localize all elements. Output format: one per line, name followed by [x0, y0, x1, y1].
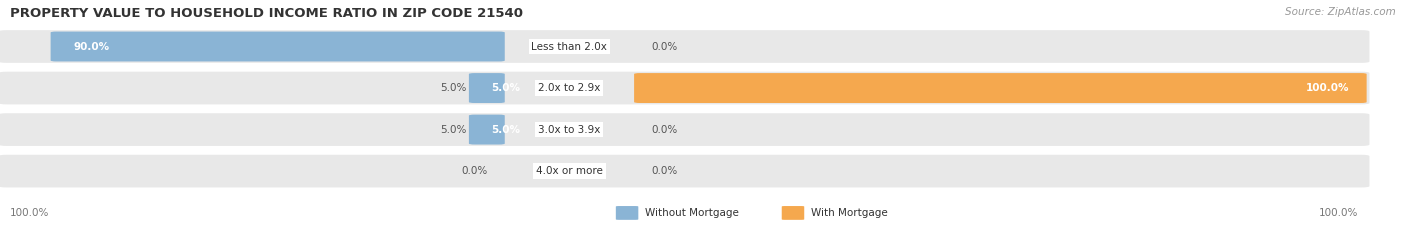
Text: 100.0%: 100.0% — [10, 208, 49, 218]
FancyBboxPatch shape — [0, 155, 1369, 187]
Text: With Mortgage: With Mortgage — [811, 208, 889, 218]
Text: 5.0%: 5.0% — [492, 124, 520, 135]
Text: 0.0%: 0.0% — [651, 166, 678, 176]
FancyBboxPatch shape — [0, 30, 1369, 63]
Text: 0.0%: 0.0% — [651, 41, 678, 51]
FancyBboxPatch shape — [0, 113, 1369, 146]
Text: 3.0x to 3.9x: 3.0x to 3.9x — [538, 124, 600, 135]
Text: 2.0x to 2.9x: 2.0x to 2.9x — [538, 83, 600, 93]
Text: 5.0%: 5.0% — [440, 124, 465, 135]
Text: PROPERTY VALUE TO HOUSEHOLD INCOME RATIO IN ZIP CODE 21540: PROPERTY VALUE TO HOUSEHOLD INCOME RATIO… — [10, 7, 523, 20]
FancyBboxPatch shape — [468, 115, 505, 145]
Text: 100.0%: 100.0% — [1319, 208, 1358, 218]
FancyBboxPatch shape — [634, 73, 1367, 103]
Text: Less than 2.0x: Less than 2.0x — [531, 41, 607, 51]
Text: 5.0%: 5.0% — [440, 83, 465, 93]
FancyBboxPatch shape — [0, 72, 1369, 104]
Text: 5.0%: 5.0% — [492, 83, 520, 93]
FancyBboxPatch shape — [616, 206, 638, 220]
FancyBboxPatch shape — [782, 206, 804, 220]
Text: 0.0%: 0.0% — [651, 124, 678, 135]
Text: 0.0%: 0.0% — [461, 166, 488, 176]
Text: 4.0x or more: 4.0x or more — [536, 166, 603, 176]
Text: 90.0%: 90.0% — [73, 41, 110, 51]
FancyBboxPatch shape — [51, 32, 505, 62]
Text: 100.0%: 100.0% — [1306, 83, 1350, 93]
FancyBboxPatch shape — [468, 73, 505, 103]
Text: Without Mortgage: Without Mortgage — [645, 208, 740, 218]
Text: Source: ZipAtlas.com: Source: ZipAtlas.com — [1285, 7, 1396, 17]
